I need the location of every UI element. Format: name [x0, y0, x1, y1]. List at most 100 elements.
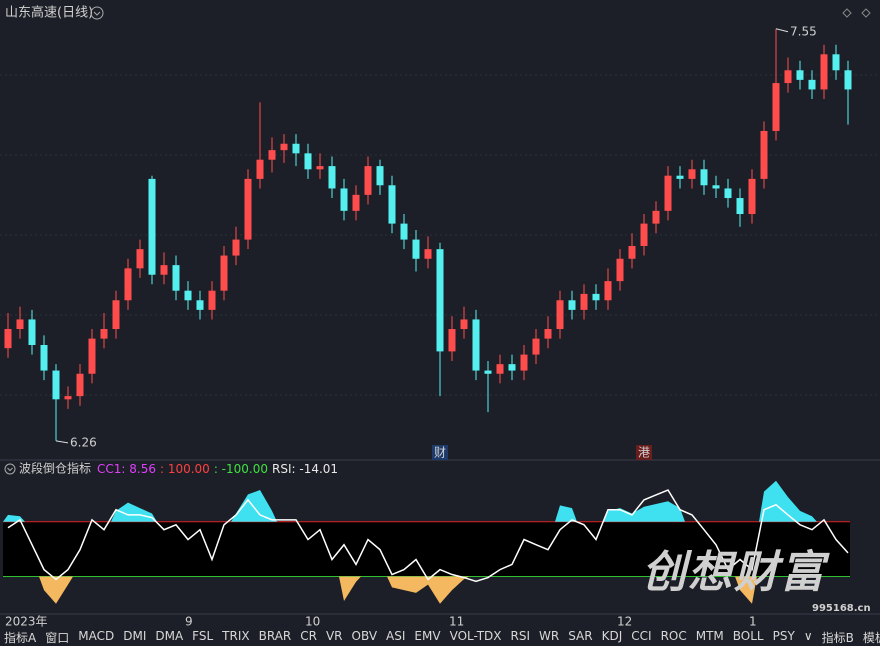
candle-body — [724, 188, 732, 199]
signal-area — [231, 490, 277, 522]
indicator-tab[interactable]: 指标B — [821, 631, 854, 645]
candle-body — [460, 319, 468, 330]
indicator-tab[interactable]: EMV — [414, 629, 441, 643]
candle-body — [184, 290, 192, 301]
x-tick-label: 1 — [749, 615, 757, 629]
candle-body — [844, 70, 852, 90]
indicator-tab[interactable]: BRAR — [258, 629, 292, 643]
signal-area — [759, 480, 817, 522]
signal-area — [111, 502, 157, 522]
event-marker-bg — [432, 445, 448, 460]
indicator-tab[interactable]: PSY — [772, 629, 795, 643]
candle-body — [16, 319, 24, 330]
indicator-menu-icon[interactable] — [4, 463, 16, 475]
candle-body — [424, 249, 432, 259]
candle-body — [292, 143, 300, 154]
signal-area — [339, 576, 361, 602]
candle-body — [532, 338, 540, 355]
candle-body — [472, 319, 480, 371]
signal-area — [387, 576, 469, 604]
indicator-tab[interactable]: VR — [325, 629, 343, 643]
candle-body — [40, 345, 48, 371]
candle-body — [124, 268, 132, 301]
candle-body — [88, 338, 96, 374]
candle-body — [760, 130, 768, 179]
candle-body — [328, 166, 336, 189]
indicator-tab[interactable]: WR — [539, 629, 560, 643]
candle-body — [580, 293, 588, 310]
candle-body — [616, 258, 624, 282]
candle-body — [400, 223, 408, 240]
candle-body — [568, 300, 576, 310]
candle-body — [520, 354, 528, 371]
candle-body — [496, 364, 504, 374]
indicator-tab[interactable]: BOLL — [732, 629, 764, 643]
signal-area — [603, 501, 685, 522]
indicator-tab[interactable]: DMA — [155, 629, 184, 643]
candle-body — [112, 300, 120, 330]
candle-body — [412, 239, 420, 259]
indicator-title: 波段倒仓指标 — [19, 461, 91, 476]
candle-body — [280, 143, 288, 151]
indicator-tab[interactable]: OBV — [351, 629, 378, 643]
candle-body — [712, 185, 720, 189]
signal-area — [39, 576, 73, 604]
candle-body — [604, 281, 612, 301]
indicator-tabs: 指标A 窗口 MACD DMI DMA FSL TRIX BRAR CR VR OBV ASI EMV V… — [4, 629, 880, 646]
annotation-arrow — [775, 28, 789, 33]
candle-body — [772, 83, 780, 131]
x-tick-label: 9 — [185, 615, 193, 629]
candle-body — [736, 198, 744, 215]
event-marker: 财 — [434, 446, 446, 460]
indicator-tab[interactable]: FSL — [192, 629, 214, 643]
candle-body — [784, 70, 792, 84]
toolbar-icon[interactable] — [861, 8, 871, 18]
candle-body — [436, 249, 444, 352]
indicator-tab[interactable]: DMI — [123, 629, 147, 643]
indicator-tab[interactable]: 窗口 — [45, 631, 70, 645]
candle-body — [388, 185, 396, 224]
legend-item: : 100.00 — [160, 462, 210, 476]
indicator-legend: CC1: 8.56: 100.00: -100.00 RSI: -14.01 — [97, 462, 338, 476]
indicator-tab[interactable]: ROC — [660, 629, 687, 643]
candle-body — [688, 169, 696, 179]
candle-body — [508, 364, 516, 371]
indicator-tab[interactable]: MACD — [78, 629, 115, 643]
indicator-tab[interactable]: MTM — [695, 629, 724, 643]
candle-body — [592, 293, 600, 301]
indicator-tab[interactable]: RSI — [510, 629, 531, 643]
toolbar-icon[interactable] — [842, 8, 852, 18]
indicator-tab[interactable]: 模板 — [862, 631, 880, 645]
indicator-tab[interactable]: 指标A — [4, 631, 37, 645]
x-tick-label: 12 — [617, 615, 632, 629]
legend-item: CC1: 8.56 — [97, 462, 156, 476]
candle-body — [748, 178, 756, 215]
indicator-tab[interactable]: ASI — [386, 629, 406, 643]
signal-area — [555, 505, 577, 522]
indicator-line — [7, 489, 849, 583]
chart-title: 山东高速(日线) — [5, 5, 93, 21]
legend-item: : -100.00 — [214, 462, 268, 476]
candle-body — [448, 329, 456, 352]
signal-area — [735, 576, 757, 604]
candle-body — [556, 300, 564, 330]
indicator-tab[interactable]: CCI — [631, 629, 652, 643]
candle-body — [196, 300, 204, 310]
indicator-tab[interactable]: KDJ — [601, 629, 623, 643]
candle-body — [148, 178, 156, 275]
candle-body — [544, 329, 552, 339]
signal-area — [3, 514, 25, 522]
indicator-tab[interactable]: CR — [300, 629, 317, 643]
candle-body — [244, 178, 252, 240]
candle-body — [64, 396, 72, 400]
title-menu-icon[interactable] — [90, 6, 104, 20]
candle-body — [268, 150, 276, 160]
indicator-tab[interactable]: SAR — [568, 629, 593, 643]
indicator-tab[interactable]: ∨ — [803, 629, 813, 643]
candle-body — [304, 153, 312, 170]
candle-body — [136, 249, 144, 269]
indicator-tab[interactable]: VOL-TDX — [449, 629, 502, 643]
indicator-tab[interactable]: TRIX — [222, 629, 250, 643]
